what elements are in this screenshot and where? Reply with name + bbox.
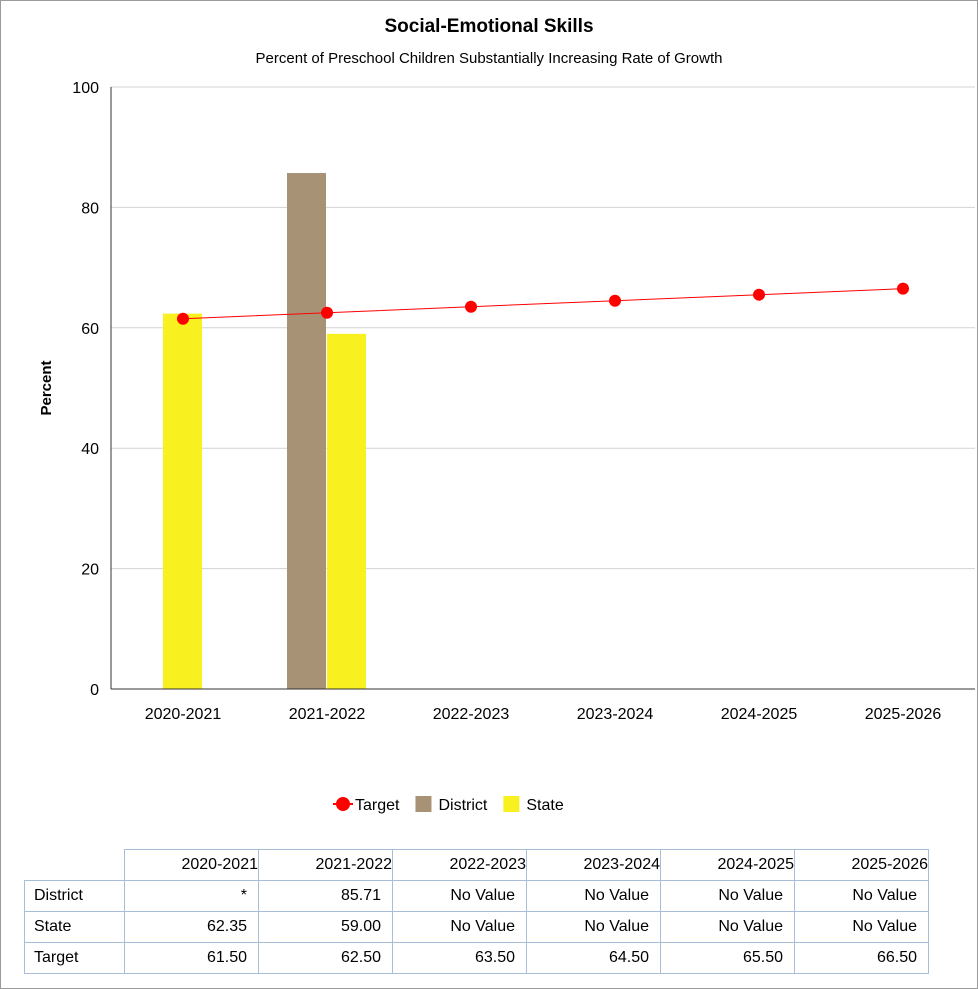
data-table: 2020-2021 2021-2022 2022-2023 2023-2024 … [24, 849, 929, 974]
x-tick-label: 2023-2024 [577, 706, 654, 723]
y-tick-label: 40 [81, 441, 99, 458]
y-axis-label: Percent [38, 360, 55, 415]
target-point [321, 306, 333, 319]
legend-label: District [438, 797, 487, 814]
x-tick-label: 2022-2023 [433, 706, 510, 723]
y-tick-label: 20 [81, 562, 99, 579]
x-tick-label: 2024-2025 [721, 706, 798, 723]
y-tick-label: 0 [90, 682, 99, 699]
target-point [753, 288, 765, 301]
table-cell: 65.50 [660, 942, 795, 974]
table-cell: 62.50 [258, 942, 393, 974]
y-tick-label: 60 [81, 321, 99, 338]
table-cell: 59.00 [258, 911, 393, 943]
x-tick-labels: 2020-2021 2021-2022 2022-2023 2023-2024 2024… [145, 706, 942, 723]
table-cell: No Value [392, 911, 527, 943]
y-tick-label: 100 [72, 80, 99, 97]
x-tick-label: 2020-2021 [145, 706, 222, 723]
legend-label: State [526, 797, 563, 814]
chart-title: Social-Emotional Skills [384, 16, 593, 37]
table-cell: 85.71 [258, 880, 393, 912]
legend: Target District State [333, 796, 564, 814]
table-cell: 61.50 [124, 942, 259, 974]
table-header-cell: 2023-2024 [526, 849, 661, 881]
table-cell: 66.50 [794, 942, 929, 974]
bar-state [163, 313, 202, 689]
x-tick-label: 2021-2022 [289, 706, 366, 723]
chart-subtitle: Percent of Preschool Children Substantia… [256, 50, 723, 67]
target-series-line [182, 288, 904, 320]
gridlines [111, 86, 975, 570]
table-header-cell: 2021-2022 [258, 849, 393, 881]
table-cell: No Value [526, 911, 661, 943]
table-corner [24, 849, 125, 881]
table-cell: No Value [392, 880, 527, 912]
y-tick-labels: 0 20 40 60 80 100 [72, 80, 99, 699]
table-cell: * [124, 880, 259, 912]
table-row-district: District * 85.71 No Value No Value No Va… [24, 880, 929, 912]
target-point [465, 300, 477, 313]
table-cell: No Value [526, 880, 661, 912]
target-point [897, 282, 909, 295]
table-header-cell: 2024-2025 [660, 849, 795, 881]
table-cell: No Value [794, 911, 929, 943]
target-point [609, 294, 621, 307]
table-row-label: State [24, 911, 125, 943]
bar-state [327, 333, 366, 689]
table-header-cell: 2020-2021 [124, 849, 259, 881]
legend-label: Target [355, 797, 400, 814]
table-header-row: 2020-2021 2021-2022 2022-2023 2023-2024 … [24, 849, 929, 881]
target-point [177, 312, 189, 325]
table-row-state: State 62.35 59.00 No Value No Value No V… [24, 911, 929, 943]
table-row-target: Target 61.50 62.50 63.50 64.50 65.50 66.… [24, 942, 929, 974]
table-header-cell: 2025-2026 [794, 849, 929, 881]
table-cell: No Value [660, 911, 795, 943]
table-cell: 63.50 [392, 942, 527, 974]
legend-swatch-state [503, 796, 520, 812]
legend-swatch-district [415, 796, 432, 812]
y-tick-label: 80 [81, 200, 99, 217]
table-cell: 64.50 [526, 942, 661, 974]
bars [163, 173, 366, 689]
x-tick-label: 2025-2026 [865, 706, 942, 723]
bar-district [287, 173, 326, 689]
legend-swatch-marker [336, 797, 350, 811]
table-cell: No Value [794, 880, 929, 912]
table-header-cell: 2022-2023 [392, 849, 527, 881]
table-row-label: Target [24, 942, 125, 974]
table-row-label: District [24, 880, 125, 912]
table-cell: No Value [660, 880, 795, 912]
axes [110, 87, 975, 690]
target-line [177, 282, 909, 325]
chart-canvas: Social-Emotional Skills Percent of Presc… [38, 16, 975, 814]
table-cell: 62.35 [124, 911, 259, 943]
